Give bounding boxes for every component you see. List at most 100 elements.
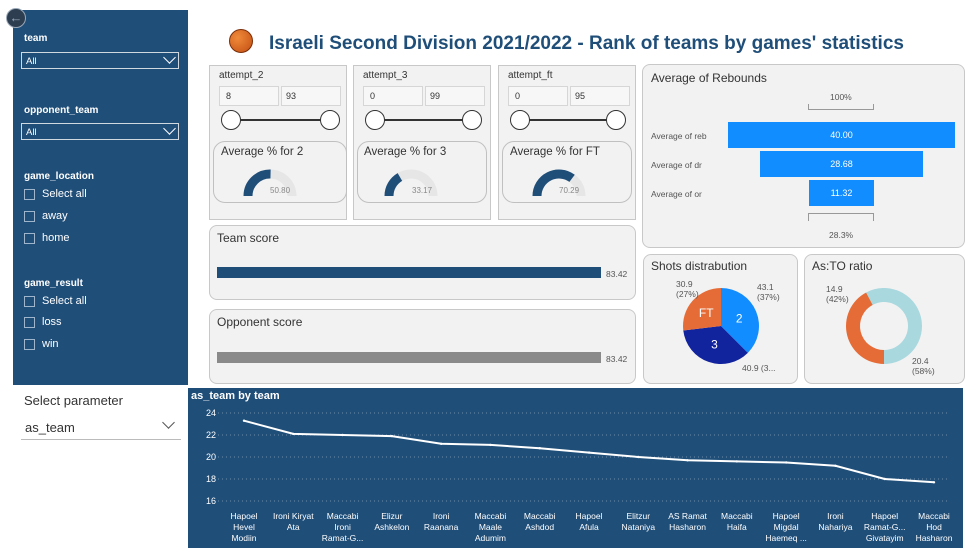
game-location-option-select-all[interactable]: Select all <box>24 188 87 200</box>
slider-max-input[interactable]: 99 <box>425 86 485 106</box>
gauge-value: 70.29 <box>559 186 580 195</box>
game-result-option-loss[interactable]: loss <box>24 316 62 328</box>
game-location-filter-label: game_location <box>24 171 95 182</box>
game-result-option-win[interactable]: win <box>24 338 59 350</box>
gauge-arc-pct-ft <box>532 169 586 197</box>
option-label: Select all <box>42 295 87 307</box>
x-tick-label: AS Ramat Hasharon <box>668 511 707 532</box>
y-tick-label: 16 <box>206 496 216 506</box>
slider-max-input[interactable]: 93 <box>281 86 341 106</box>
y-tick-label: 24 <box>206 408 216 418</box>
shots-title: Shots distrabution <box>651 259 748 273</box>
slider-max-handle[interactable] <box>320 110 340 130</box>
team-filter-label: team <box>24 33 48 44</box>
opponent-team-filter-label: opponent_team <box>24 105 99 116</box>
data-point <box>686 459 689 462</box>
rebounds-row-label: Average of dr <box>651 160 702 170</box>
select-parameter-label: Select parameter <box>24 393 123 408</box>
slider-min-handle[interactable] <box>221 110 241 130</box>
gauge-fill <box>243 169 271 197</box>
slider-track <box>374 119 476 121</box>
checkbox[interactable] <box>24 295 35 307</box>
funnel-bar: 28.68 <box>760 151 923 177</box>
donut-slice <box>846 292 884 364</box>
gauge-card-pct-3 <box>357 141 487 203</box>
slider-min-input[interactable]: 0 <box>363 86 423 106</box>
slider-max-handle[interactable] <box>462 110 482 130</box>
checkbox[interactable] <box>24 188 35 200</box>
pie-slice-label: FT <box>699 306 714 320</box>
slider-title: attempt_ft <box>508 70 553 81</box>
slider-min-handle[interactable] <box>365 110 385 130</box>
as-to-title: As:TO ratio <box>812 259 873 273</box>
x-tick-label: Maccabi Ashdod <box>524 511 556 532</box>
checkbox[interactable] <box>24 210 35 222</box>
as-to-label-1: 14.9 (42%) <box>826 284 849 304</box>
chevron-down-icon <box>163 51 176 64</box>
game-location-option-away[interactable]: away <box>24 210 68 222</box>
gauge-title: Average % for 2 <box>221 146 304 158</box>
slider-max-value: 93 <box>286 91 297 101</box>
slider-min-input[interactable]: 0 <box>508 86 568 106</box>
shots-label-2: 43.1 (37%) <box>757 282 780 302</box>
data-point <box>637 455 640 459</box>
data-point <box>390 434 394 438</box>
x-tick-label: Hapoel Hevel Modiin <box>231 511 258 543</box>
slider-max-handle[interactable] <box>606 110 626 130</box>
data-point <box>292 432 295 436</box>
checkbox[interactable] <box>24 316 35 328</box>
opponent-score-value: 83.42 <box>606 354 628 364</box>
game-result-option-select-all[interactable]: Select all <box>24 295 87 307</box>
shots-pie: 2 3 FT <box>683 288 759 364</box>
pie-slice <box>683 288 721 331</box>
y-tick-label: 18 <box>206 474 216 484</box>
slider-title: attempt_2 <box>219 70 264 81</box>
checkbox[interactable] <box>24 232 35 244</box>
game-location-option-home[interactable]: home <box>24 232 70 244</box>
as-to-label-2: 20.4 (58%) <box>912 356 935 376</box>
back-arrow-icon[interactable]: ← <box>6 8 26 28</box>
funnel-bar-value: 28.68 <box>830 159 853 169</box>
team-score-bar <box>217 267 601 278</box>
data-point <box>538 447 541 450</box>
x-tick-label: Hapoel Ramat-G... Givatayim <box>864 511 906 543</box>
opponent-score-title: Opponent score <box>217 315 303 329</box>
team-dropdown[interactable]: All <box>21 51 179 69</box>
pie-slice <box>721 288 759 353</box>
rebounds-top-pct: 100% <box>830 92 852 102</box>
line-chart-title: as_team by team <box>191 390 280 402</box>
rebounds-row-label: Average of or <box>651 189 702 199</box>
option-label: win <box>42 338 59 350</box>
slider-max-value: 95 <box>575 91 586 101</box>
slice-value: 30.9 <box>676 279 693 289</box>
funnel-bar: 40.00 <box>728 122 955 148</box>
slice-value: 20.4 <box>912 356 929 366</box>
select-parameter-dropdown[interactable]: as_team <box>21 414 181 440</box>
opponent-team-dropdown-value: All <box>26 127 37 138</box>
x-tick-label: Ironi Nahariya <box>818 511 852 532</box>
team-score-title: Team score <box>217 231 280 245</box>
funnel-bar-value: 40.00 <box>830 130 853 140</box>
slice-value: 43.1 <box>757 282 774 292</box>
gauge-title: Average % for 3 <box>364 146 447 158</box>
x-tick-label: Elizur Ashkelon <box>374 511 409 532</box>
rebounds-bottom-pct: 28.3% <box>829 230 854 240</box>
rebounds-funnel: 40.00 28.68 11.32 <box>728 122 955 208</box>
slice-pct: (27%) <box>676 289 699 299</box>
opponent-team-dropdown[interactable]: All <box>21 122 179 140</box>
gauge-arc-pct-2 <box>243 169 297 197</box>
checkbox[interactable] <box>24 338 35 350</box>
data-point <box>735 460 739 463</box>
page-title: Israeli Second Division 2021/2022 - Rank… <box>269 33 904 54</box>
rebounds-bracket <box>808 104 874 110</box>
filter-panel <box>13 10 188 385</box>
x-tick-label: Ironi Kiryat Ata <box>273 511 314 532</box>
rebounds-title: Average of Rebounds <box>651 71 767 85</box>
slider-min-input[interactable]: 8 <box>219 86 279 106</box>
chevron-down-icon <box>162 416 175 429</box>
gauge-fill <box>532 169 575 197</box>
slider-track <box>519 119 621 121</box>
slider-max-input[interactable]: 95 <box>570 86 630 106</box>
slider-min-handle[interactable] <box>510 110 530 130</box>
line-chart: 24 22 20 18 16 Hapoel Hevel Modiin Ironi Kiryat A… <box>206 408 953 543</box>
